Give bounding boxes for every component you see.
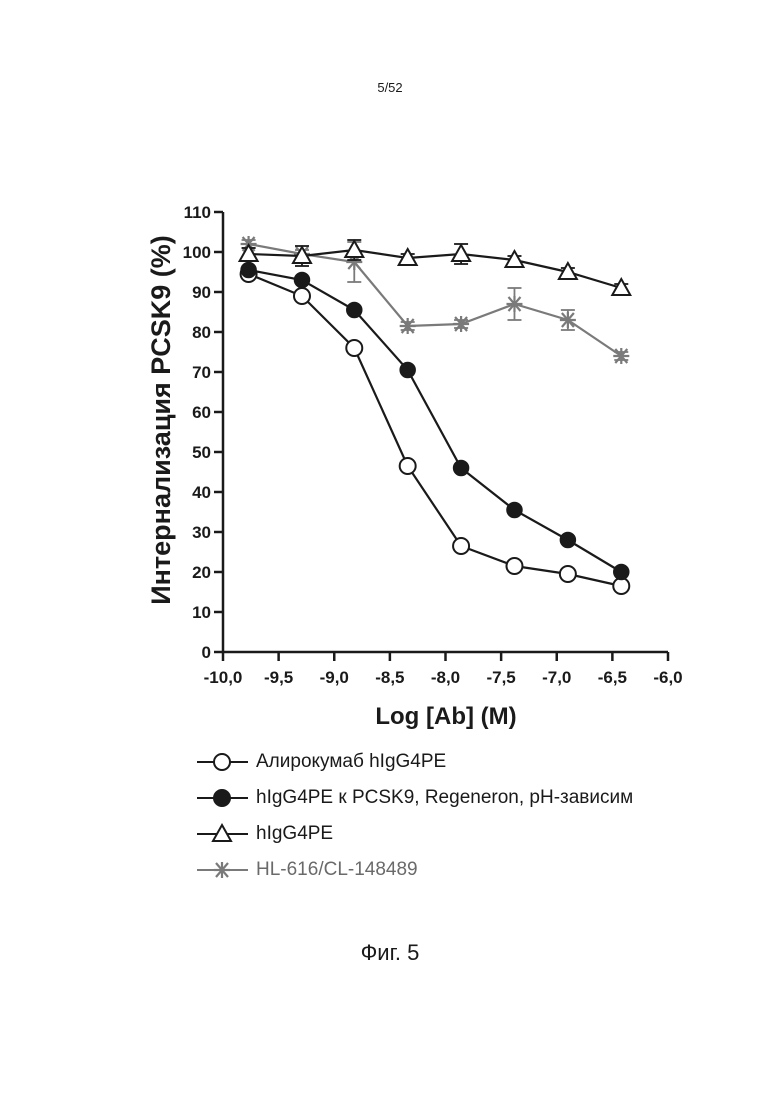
data-point-circle-open [346, 340, 362, 356]
y-tick-label: 70 [192, 363, 211, 382]
y-tick-label: 20 [192, 563, 211, 582]
data-point-circle-open [400, 458, 416, 474]
data-point-circle-filled [614, 565, 629, 580]
chart-series-layer [240, 236, 631, 594]
legend-item-regeneron: hIgG4PE к PCSK9, Regeneron, pH-зависим [195, 780, 755, 816]
y-tick-label: 110 [184, 203, 211, 222]
legend-circle-open-marker [195, 750, 250, 774]
x-tick-label: -8,0 [431, 668, 460, 687]
legend-label: Алирокумаб hIgG4PE [256, 751, 446, 773]
data-point-circle-filled [454, 461, 469, 476]
y-tick-label: 100 [183, 243, 211, 262]
x-axis-label: Log [Ab] (M) [375, 703, 516, 730]
legend-item-alirocumab: Алирокумаб hIgG4PE [195, 744, 755, 780]
legend-asterisk-marker [195, 858, 250, 882]
x-tick-label: -8,5 [375, 668, 404, 687]
x-tick-label: -10,0 [204, 668, 243, 687]
legend-label: HL-616/CL-148489 [256, 859, 418, 881]
data-point-triangle-open [345, 241, 363, 257]
legend-item-higg4pe: hIgG4PE [195, 816, 755, 852]
x-tick-label: -7,5 [486, 668, 515, 687]
data-point-asterisk [613, 348, 629, 364]
legend-circle-filled-marker [195, 786, 250, 810]
figure-caption: Фиг. 5 [0, 940, 780, 966]
legend-triangle-open-marker [195, 822, 250, 846]
y-tick-label: 10 [192, 603, 211, 622]
y-tick-label: 80 [192, 323, 211, 342]
data-point-circle-open [294, 288, 310, 304]
y-axis-label: Интернализация PCSK9 (%) [146, 235, 176, 605]
pcsk9-internalization-chart: 0 10 20 30 40 50 60 70 80 90 100 110 -10,0 -9,5 -9,0 -8… [0, 0, 780, 740]
chart-legend: Алирокумаб hIgG4PE hIgG4PE к PCSK9, Rege… [195, 744, 755, 888]
y-tick-label: 40 [192, 483, 211, 502]
y-tick-label: 30 [192, 523, 211, 542]
legend-label: hIgG4PE к PCSK9, Regeneron, pH-зависим [256, 787, 633, 809]
data-point-circle-open [613, 578, 629, 594]
data-point-circle-filled [347, 303, 362, 318]
y-tick-label: 90 [192, 283, 211, 302]
data-point-asterisk [560, 312, 576, 328]
data-point-circle-filled [400, 363, 415, 378]
series-line [249, 270, 622, 572]
x-tick-label: -6,5 [598, 668, 627, 687]
x-tick-label: -9,0 [320, 668, 349, 687]
data-point-circle-filled [560, 533, 575, 548]
x-tick-label: -7,0 [542, 668, 571, 687]
data-point-circle-filled [241, 263, 256, 278]
chart-axes: 0 10 20 30 40 50 60 70 80 90 100 110 -10,0 -9,5 -9,0 -8… [183, 203, 683, 687]
data-point-circle-open [506, 558, 522, 574]
data-point-circle-open [560, 566, 576, 582]
data-point-circle-filled [507, 503, 522, 518]
x-tick-label: -9,5 [264, 668, 293, 687]
data-point-circle-open [453, 538, 469, 554]
data-point-circle-filled [294, 273, 309, 288]
y-tick-label: 50 [192, 443, 211, 462]
legend-item-hl616: HL-616/CL-148489 [195, 852, 755, 888]
y-tick-label: 60 [192, 403, 211, 422]
data-point-asterisk [453, 316, 469, 332]
data-point-asterisk [400, 318, 416, 334]
data-point-asterisk [506, 296, 522, 312]
y-tick-label: 0 [202, 643, 211, 662]
x-tick-label: -6,0 [653, 668, 682, 687]
data-point-triangle-open [452, 245, 470, 261]
legend-label: hIgG4PE [256, 823, 333, 845]
